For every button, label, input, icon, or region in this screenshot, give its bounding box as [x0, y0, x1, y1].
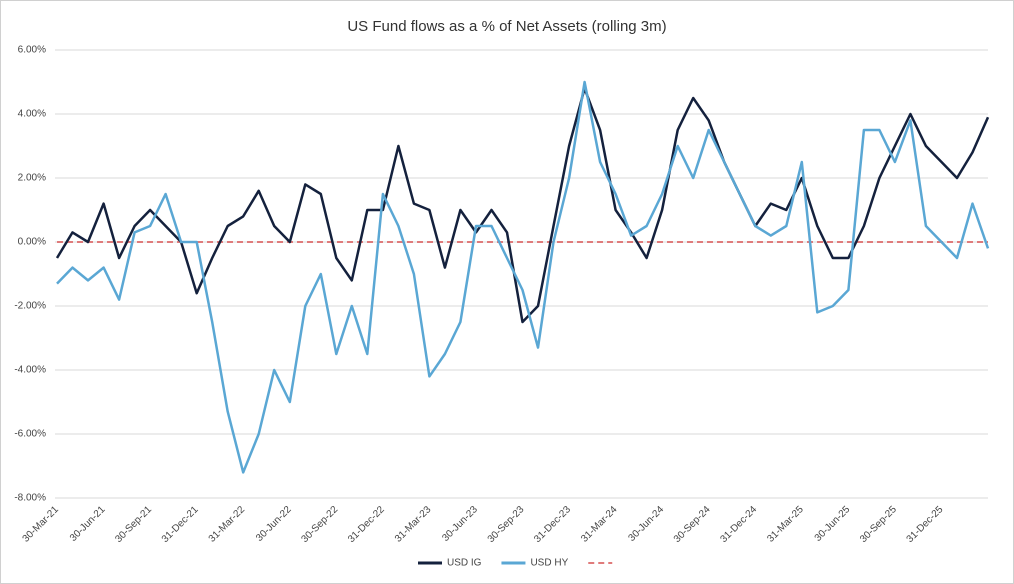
y-tick-label: -4.00%: [14, 365, 46, 376]
y-tick-label: 4.00%: [18, 109, 46, 120]
y-tick-label: 2.00%: [18, 173, 46, 184]
series-line: [55, 87, 990, 324]
y-tick-label: -6.00%: [14, 429, 46, 440]
legend-label: USD IG: [447, 558, 482, 569]
legend-label: USD HY: [530, 558, 568, 569]
y-tick-label: -8.00%: [14, 493, 46, 504]
chart-title: US Fund flows as a % of Net Assets (roll…: [347, 18, 666, 35]
y-tick-label: 0.00%: [18, 237, 46, 248]
y-tick-label: 6.00%: [18, 45, 46, 56]
series-line: [56, 80, 990, 474]
y-tick-label: -2.00%: [14, 301, 46, 312]
